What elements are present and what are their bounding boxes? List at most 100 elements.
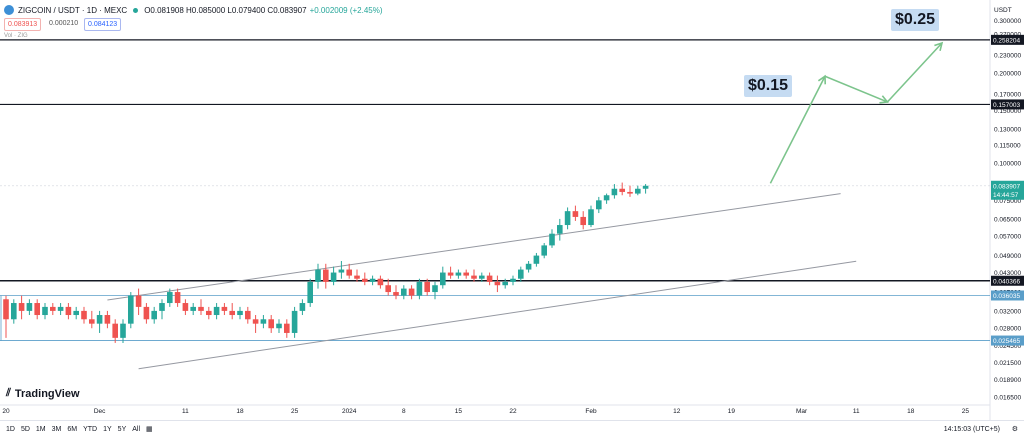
candle-body[interactable] [57, 306, 64, 311]
candle-body[interactable] [73, 310, 79, 316]
candle-body[interactable] [299, 303, 306, 311]
candle-body[interactable] [393, 292, 399, 296]
candle-body[interactable] [588, 209, 594, 226]
candle-body[interactable] [213, 306, 220, 316]
candle-body[interactable] [42, 306, 48, 316]
candle-body[interactable] [18, 303, 25, 311]
timeframe-button[interactable]: 1M [35, 425, 46, 433]
candle-body[interactable] [494, 281, 501, 286]
candle-body[interactable] [354, 275, 360, 279]
candle-body[interactable] [408, 288, 415, 296]
candle-body[interactable] [549, 233, 555, 246]
candle-body[interactable] [416, 281, 423, 296]
timeframe-button[interactable]: YTD [83, 425, 98, 433]
candle-body[interactable] [89, 319, 95, 324]
candle-body[interactable] [541, 245, 547, 256]
candle-body[interactable] [3, 299, 9, 320]
candle-body[interactable] [198, 306, 204, 311]
timeframe-button[interactable]: 3M [51, 425, 62, 433]
candle-body[interactable] [385, 285, 391, 293]
candle-body[interactable] [611, 188, 618, 196]
candle-body[interactable] [65, 306, 72, 316]
candle-body[interactable] [276, 323, 282, 329]
candle-body[interactable] [432, 285, 438, 293]
candle-body[interactable] [104, 315, 111, 324]
candle-body[interactable] [635, 188, 641, 194]
candle-body[interactable] [440, 272, 446, 286]
candle-body[interactable] [182, 303, 189, 311]
timeframe-button[interactable]: 1D [6, 425, 15, 433]
candle-body[interactable] [26, 303, 33, 311]
symbol-title[interactable]: ZIGCOIN / USDT · 1D · MEXC [18, 5, 128, 15]
candle-body[interactable] [377, 278, 384, 286]
timeframe-button[interactable]: All [132, 425, 141, 433]
candle-body[interactable] [346, 269, 352, 276]
currency-label[interactable]: USDT [994, 7, 1012, 14]
candle-body[interactable] [424, 281, 430, 293]
candle-body[interactable] [619, 188, 625, 192]
timeframe-button[interactable]: 6M [67, 425, 78, 433]
candle-body[interactable] [362, 278, 368, 282]
buy-price-button[interactable]: 0.084123 [84, 18, 122, 31]
candle-body[interactable] [315, 269, 321, 282]
candle-body[interactable] [447, 272, 454, 276]
candle-body[interactable] [206, 310, 212, 316]
candle-body[interactable] [572, 211, 579, 217]
candle-body[interactable] [525, 263, 532, 270]
candle-body[interactable] [502, 281, 508, 286]
candle-body[interactable] [151, 310, 157, 320]
timeframe-button[interactable]: 5Y [117, 425, 127, 433]
clock-readout[interactable]: 14:15:03 (UTC+5) [943, 425, 1000, 433]
candle-body[interactable] [323, 269, 329, 282]
candle-body[interactable] [510, 278, 516, 282]
candle-body[interactable] [291, 310, 298, 333]
candle-body[interactable] [284, 323, 290, 333]
candle-body[interactable] [252, 319, 259, 324]
volume-indicator-label[interactable]: Vol · ZIG [4, 33, 28, 39]
candle-body[interactable] [50, 306, 56, 311]
calendar-icon[interactable]: ▦ [146, 426, 153, 433]
candle-body[interactable] [96, 315, 103, 324]
candle-body[interactable] [564, 211, 571, 226]
candle-body[interactable] [81, 310, 87, 320]
candle-body[interactable] [627, 191, 633, 194]
candle-body[interactable] [34, 303, 40, 316]
candle-body[interactable] [603, 195, 610, 201]
candle-body[interactable] [167, 292, 173, 304]
candle-body[interactable] [455, 272, 462, 276]
timeframe-button[interactable]: 1Y [103, 425, 112, 433]
candle-body[interactable] [190, 306, 196, 311]
candle-body[interactable] [260, 319, 267, 324]
candle-body[interactable] [533, 255, 540, 264]
candle-body[interactable] [596, 200, 602, 210]
candle-body[interactable] [128, 295, 134, 324]
candle-body[interactable] [245, 310, 251, 320]
candle-body[interactable] [11, 303, 17, 320]
candle-body[interactable] [518, 269, 524, 279]
candle-body[interactable] [338, 269, 345, 273]
candle-body[interactable] [112, 323, 118, 338]
candle-body[interactable] [174, 292, 181, 304]
candle-body[interactable] [268, 319, 274, 329]
timeframe-button[interactable]: 5D [20, 425, 30, 433]
candle-body[interactable] [580, 216, 586, 226]
candle-body[interactable] [221, 306, 228, 311]
channel-trendline[interactable] [107, 193, 841, 301]
candle-body[interactable] [369, 278, 376, 282]
projection-arrow-path[interactable] [769, 42, 943, 184]
sell-price-button[interactable]: 0.083913 [4, 18, 42, 31]
candle-body[interactable] [237, 310, 243, 316]
channel-trendline[interactable] [138, 260, 857, 370]
candle-body[interactable] [307, 281, 313, 304]
candle-body[interactable] [229, 310, 235, 316]
candle-body[interactable] [120, 323, 126, 338]
candle-body[interactable] [143, 306, 150, 320]
settings-gear-icon[interactable]: ⚙ [1011, 426, 1018, 433]
candle-body[interactable] [330, 272, 337, 282]
candle-body[interactable] [557, 225, 563, 234]
candle-body[interactable] [135, 295, 142, 307]
candle-body[interactable] [479, 275, 485, 279]
candle-body[interactable] [642, 185, 649, 189]
candle-body[interactable] [486, 275, 493, 282]
